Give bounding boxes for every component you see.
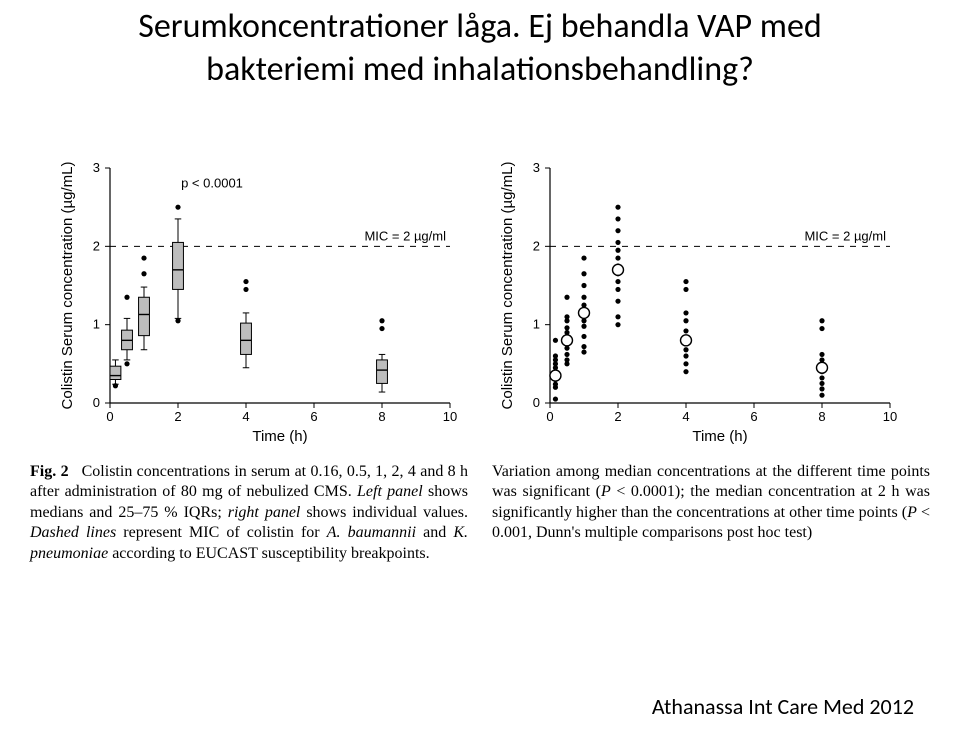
svg-text:6: 6 <box>750 409 757 424</box>
left-boxplot-panel: 0 1 2 3 0 2 4 6 8 10 Time (h) Colistin Serum concen… <box>50 150 470 450</box>
svg-text:6: 6 <box>310 409 317 424</box>
svg-text:1: 1 <box>93 317 100 332</box>
svg-text:2: 2 <box>174 409 181 424</box>
svg-text:2: 2 <box>614 409 621 424</box>
citation-footer: Athanassa Int Care Med 2012 <box>652 693 914 720</box>
chart-panels: 01230246810Time (h)Colistin Serum concen… <box>30 150 930 450</box>
svg-text:Colistin Serum concentration (: Colistin Serum concentration (µg/mL) <box>499 162 516 410</box>
svg-text:8: 8 <box>818 409 825 424</box>
svg-text:3: 3 <box>533 160 540 175</box>
caption-right-text: Variation among median concentrations at… <box>492 462 930 564</box>
svg-text:4: 4 <box>242 409 249 424</box>
svg-text:4: 4 <box>682 409 689 424</box>
svg-text:0: 0 <box>106 409 113 424</box>
svg-text:Time (h): Time (h) <box>252 428 307 445</box>
caption-left: Fig. 2 Colistin concentrations in serum … <box>30 462 468 564</box>
figure: 01230246810Time (h)Colistin Serum concen… <box>30 150 930 564</box>
page-title: Serumkoncentrationer låga. Ej behandla V… <box>0 6 960 91</box>
caption-lead: Fig. 2 <box>30 463 69 480</box>
figure-caption: Fig. 2 Colistin concentrations in serum … <box>30 462 930 564</box>
svg-text:Time (h): Time (h) <box>692 428 747 445</box>
svg-text:MIC = 2 µg/ml: MIC = 2 µg/ml <box>364 228 446 243</box>
svg-text:0: 0 <box>93 395 100 410</box>
svg-text:8: 8 <box>378 409 385 424</box>
title-line1: Serumkoncentrationer låga. Ej behandla V… <box>138 6 822 47</box>
svg-text:0: 0 <box>533 395 540 410</box>
svg-text:0: 0 <box>546 409 553 424</box>
svg-text:Colistin Serum concentration (: Colistin Serum concentration (µg/mL) <box>59 162 76 410</box>
svg-text:10: 10 <box>883 409 897 424</box>
svg-text:1: 1 <box>533 317 540 332</box>
right-scatter-panel: 0 1 2 3 0 2 4 6 8 10 Time (h) Colistin Serum concen… <box>490 150 910 450</box>
svg-text:2: 2 <box>93 238 100 253</box>
svg-text:3: 3 <box>93 160 100 175</box>
svg-text:MIC = 2 µg/ml: MIC = 2 µg/ml <box>804 228 886 243</box>
svg-text:10: 10 <box>443 409 457 424</box>
svg-text:2: 2 <box>533 238 540 253</box>
title-line2: bakteriemi med inhalationsbehandling? <box>206 49 754 90</box>
caption-left-text: Colistin concentrations in serum at 0.16… <box>30 463 468 562</box>
svg-text:p < 0.0001: p < 0.0001 <box>181 176 243 191</box>
